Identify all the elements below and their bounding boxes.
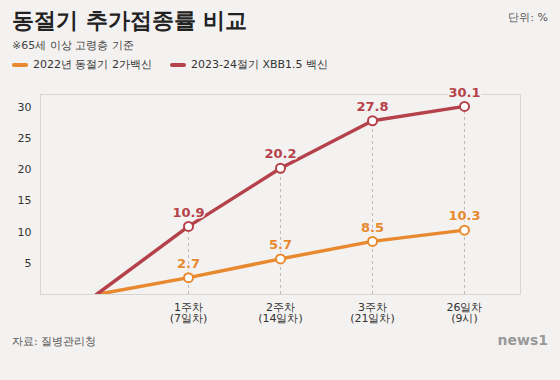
html-text:2022년 동절기 2가백신: 2022년 동절기 2가백신 [33, 58, 152, 71]
html-text:단위: %: 단위: % [508, 11, 548, 24]
svg-text:25: 25 [18, 132, 32, 145]
svg-text:2주차(14일차): 2주차(14일차) [258, 301, 303, 325]
html-text:news1: news1 [497, 332, 548, 348]
html-text:※65세 이상 고령층 기준: ※65세 이상 고령층 기준 [12, 39, 134, 52]
html-text:자료: 질병관리청: 자료: 질병관리청 [12, 335, 97, 348]
svg-text:27.8: 27.8 [356, 99, 388, 114]
svg-text:10.3: 10.3 [448, 208, 480, 223]
svg-text:20.2: 20.2 [264, 146, 296, 161]
svg-text:8.5: 8.5 [361, 220, 384, 235]
svg-text:10.9: 10.9 [172, 205, 204, 220]
html-text:동절기 추가접종률 비교: 동절기 추가접종률 비교 [12, 8, 248, 33]
svg-text:2.7: 2.7 [177, 256, 200, 271]
svg-text:1주차(7일차): 1주차(7일차) [170, 301, 208, 325]
html-text:2023-24절기 XBB1.5 백신: 2023-24절기 XBB1.5 백신 [191, 58, 329, 71]
svg-text:3주차(21일차): 3주차(21일차) [350, 301, 395, 325]
svg-text:30.1: 30.1 [448, 85, 480, 100]
svg-text:10: 10 [18, 226, 32, 239]
svg-text:26일차(9시): 26일차(9시) [447, 301, 483, 325]
svg-text:15: 15 [18, 194, 32, 207]
svg-text:5: 5 [25, 257, 32, 270]
svg-text:20: 20 [18, 163, 32, 176]
svg-text:30: 30 [18, 101, 32, 114]
svg-text:5.7: 5.7 [269, 237, 292, 252]
